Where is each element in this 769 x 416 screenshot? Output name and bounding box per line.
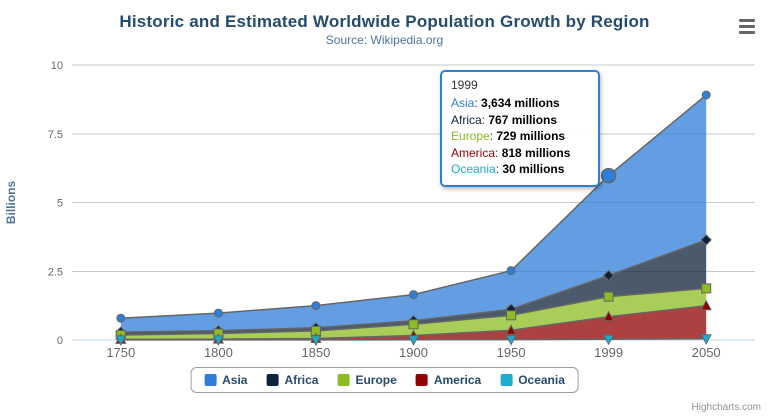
marker-oceania-1750[interactable]	[115, 335, 127, 346]
marker-oceania-1950[interactable]	[505, 335, 517, 346]
marker-oceania-1850[interactable]	[310, 335, 322, 346]
y-axis-label: 0	[57, 335, 63, 347]
marker-america-2050[interactable]	[700, 299, 712, 311]
marker-asia-1900[interactable]	[409, 290, 418, 300]
marker-oceania-1999[interactable]	[602, 334, 615, 346]
legend-item-america[interactable]: America	[415, 373, 482, 387]
hamburger-icon	[739, 24, 755, 28]
area-africa[interactable]	[120, 239, 707, 335]
x-axis-label: 1800	[204, 345, 233, 360]
legend-symbol-oceania	[500, 374, 513, 386]
legend-item-oceania[interactable]: Oceania	[500, 373, 565, 387]
marker-asia-1800[interactable]	[213, 308, 223, 318]
marker-europe-2050[interactable]	[701, 283, 712, 294]
y-axis-label: 10	[51, 60, 63, 72]
hamburger-icon	[739, 30, 755, 34]
marker-america-1999[interactable]	[602, 310, 615, 322]
marker-europe-1999[interactable]	[603, 291, 614, 302]
legend-label: Europe	[355, 373, 397, 387]
x-axis-label: 1900	[399, 345, 428, 360]
marker-africa-1999[interactable]	[602, 269, 615, 282]
marker-oceania-1900[interactable]	[407, 335, 420, 346]
y-axis-label: 5	[57, 198, 63, 210]
legend-label: America	[433, 373, 482, 387]
legend-label: Africa	[284, 373, 319, 387]
chart-subtitle: Source: Wikipedia.org	[325, 33, 444, 47]
marker-europe-1900[interactable]	[408, 319, 419, 330]
legend-symbol-europe	[337, 374, 350, 386]
legend-item-africa[interactable]: Africa	[266, 373, 318, 387]
x-axis-label: 1850	[301, 345, 330, 360]
marker-america-1950[interactable]	[505, 324, 517, 335]
x-axis-label: 2050	[692, 345, 721, 360]
legend-label: Oceania	[518, 373, 565, 387]
legend-symbol-africa	[266, 374, 279, 386]
legend-symbol-america	[415, 374, 428, 386]
hovered-marker-asia-1999[interactable]	[600, 167, 617, 184]
y-axis-label: 7.5	[48, 129, 63, 141]
legend-item-europe[interactable]: Europe	[337, 373, 397, 387]
export-menu-button[interactable]	[737, 17, 757, 35]
legend: Asia Africa Europe America Oceania	[190, 367, 579, 393]
area-america[interactable]	[120, 305, 707, 340]
hamburger-icon	[739, 18, 755, 22]
area-asia[interactable]	[120, 95, 707, 333]
y-axis-title: Billions	[4, 181, 18, 225]
marker-oceania-1800[interactable]	[212, 335, 225, 346]
marker-asia-1750[interactable]	[116, 313, 126, 323]
y-axis-label: 2.5	[48, 266, 63, 278]
x-axis-label: 1750	[106, 345, 135, 360]
credits-label[interactable]: Highcharts.com	[691, 402, 761, 413]
x-axis-label: 1950	[497, 345, 526, 360]
legend-label: Asia	[222, 373, 248, 387]
marker-oceania-2050[interactable]	[700, 334, 712, 345]
marker-europe-1950[interactable]	[506, 310, 517, 321]
marker-asia-1950[interactable]	[506, 266, 516, 276]
x-axis-label: 1999	[594, 345, 623, 360]
legend-symbol-asia	[204, 374, 217, 386]
legend-item-asia[interactable]: Asia	[204, 373, 247, 387]
marker-asia-2050[interactable]	[701, 90, 711, 100]
marker-africa-2050[interactable]	[700, 234, 712, 246]
marker-asia-1850[interactable]	[311, 301, 321, 311]
chart-title: Historic and Estimated Worldwide Populat…	[119, 12, 650, 31]
